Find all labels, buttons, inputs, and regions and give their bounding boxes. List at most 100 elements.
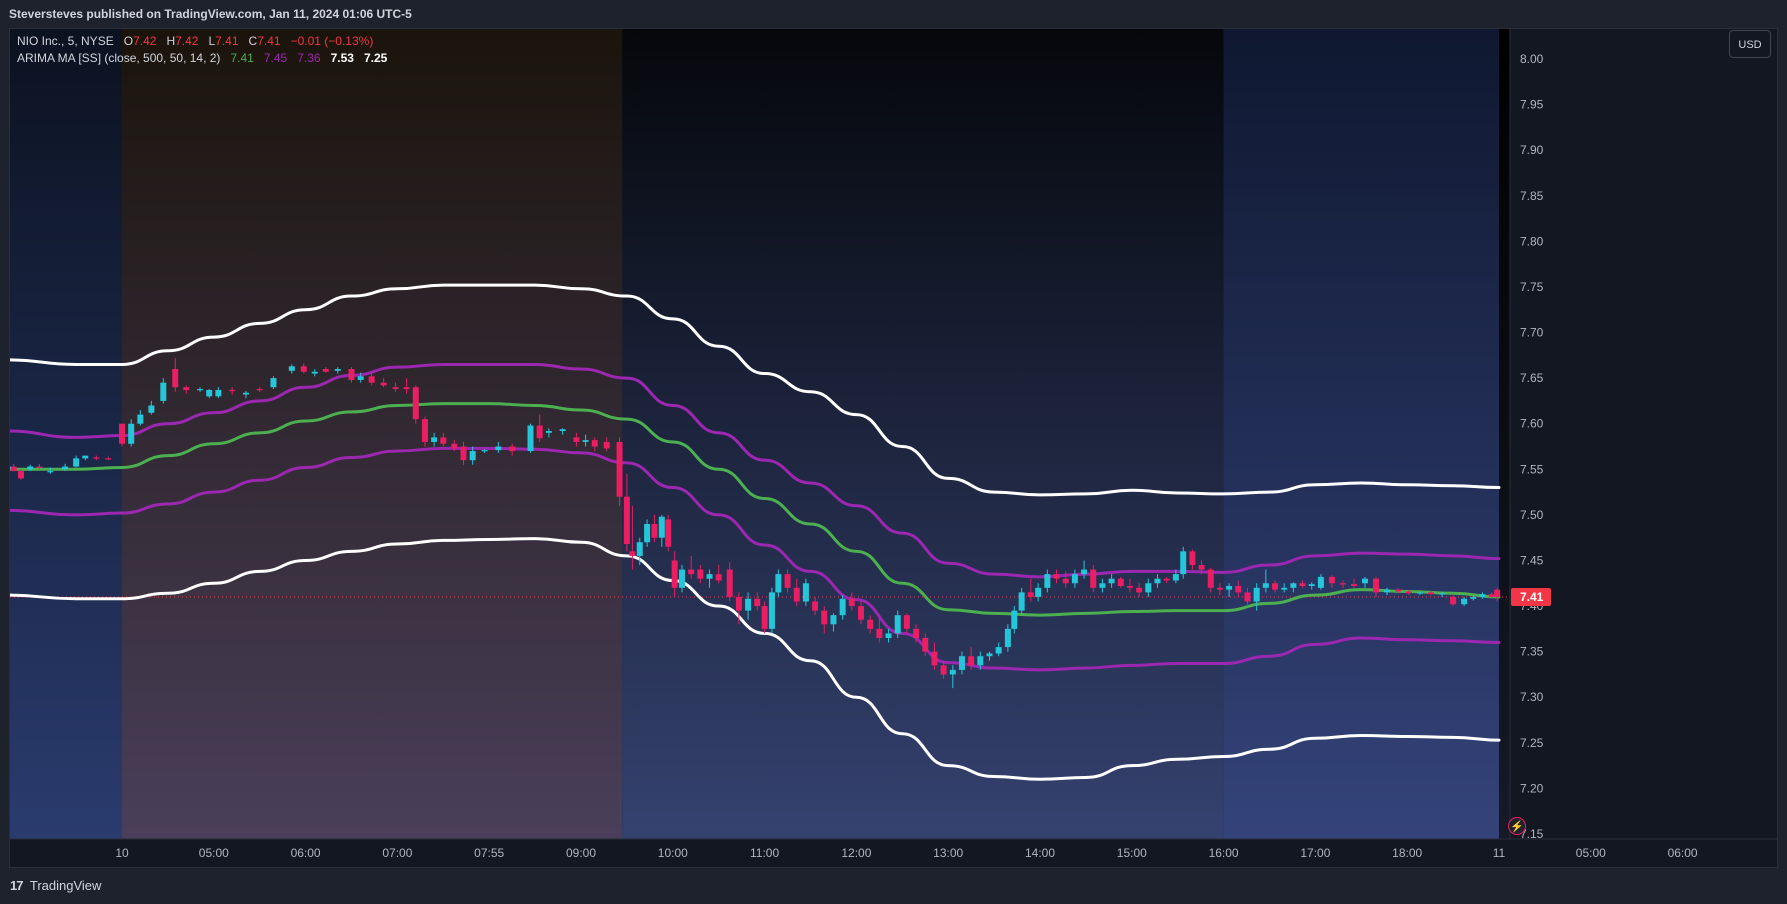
chart-area[interactable]: 8.00 7.95 7.90 7.85 7.80 7.75 7.70 7.65 7.60 7.55… bbox=[9, 28, 1778, 868]
candle bbox=[671, 551, 678, 597]
candle bbox=[1372, 576, 1379, 597]
tradingview-logo-icon[interactable]: 17 bbox=[10, 878, 24, 893]
price-tick-label: 7.75 bbox=[1520, 280, 1544, 294]
candle-body bbox=[651, 524, 658, 538]
candle-body bbox=[931, 651, 938, 666]
candle-body bbox=[380, 382, 387, 386]
series-upper-band-1 bbox=[10, 362, 1501, 579]
candle-body bbox=[876, 628, 883, 638]
candle-body bbox=[62, 466, 69, 470]
candle-body bbox=[977, 656, 984, 666]
candle bbox=[82, 455, 89, 461]
candle bbox=[821, 606, 828, 634]
candle-body bbox=[27, 466, 34, 470]
tradingview-brand[interactable]: TradingView bbox=[29, 878, 102, 893]
candle bbox=[1004, 624, 1011, 652]
candle bbox=[986, 651, 993, 661]
candle-body bbox=[1117, 578, 1124, 586]
candle bbox=[876, 615, 883, 643]
candle bbox=[73, 455, 80, 468]
candle bbox=[47, 467, 54, 474]
candle bbox=[1081, 560, 1088, 579]
candle-body bbox=[1439, 593, 1446, 595]
candle bbox=[1126, 578, 1133, 593]
price-tick-label: 7.90 bbox=[1520, 143, 1544, 157]
candle-body bbox=[812, 601, 819, 611]
candle bbox=[745, 592, 752, 620]
candle-body bbox=[986, 653, 993, 657]
legend-close-value: 7.41 bbox=[257, 34, 281, 48]
candle bbox=[348, 367, 355, 383]
candle-body bbox=[559, 429, 566, 431]
price-axis[interactable]: 8.00 7.95 7.90 7.85 7.80 7.75 7.70 7.65 7.60 7.55… bbox=[1509, 29, 1777, 867]
candle-body bbox=[1018, 592, 1025, 611]
legend-symbol[interactable]: NIO Inc., 5, NYSE bbox=[17, 34, 114, 48]
chart-legend: NIO Inc., 5, NYSE O7.42 H7.42 L7.41 C7.4… bbox=[17, 33, 387, 67]
candle-body bbox=[1308, 584, 1315, 586]
time-tick-label: 10:00 bbox=[658, 846, 688, 860]
candle-body bbox=[1108, 578, 1115, 584]
candle bbox=[242, 390, 249, 399]
currency-button[interactable]: USD bbox=[1729, 30, 1771, 58]
session-backgrounds bbox=[10, 29, 1510, 839]
legend-upper2-value: 7.53 bbox=[330, 51, 354, 65]
candle bbox=[636, 537, 643, 566]
legend-indicator-name[interactable]: ARIMA MA [SS] (close, 500, 50, 14, 2) bbox=[17, 51, 221, 65]
candle bbox=[215, 387, 222, 399]
candle bbox=[10, 463, 17, 472]
candle bbox=[1062, 571, 1069, 588]
time-tick-label: 06:00 bbox=[1668, 846, 1698, 860]
candle-body bbox=[830, 615, 837, 625]
time-axis-bg bbox=[10, 839, 1777, 867]
candle-body bbox=[431, 437, 438, 442]
candle-body bbox=[1090, 569, 1097, 588]
candle-body bbox=[183, 387, 190, 390]
legend-indicator-line: ARIMA MA [SS] (close, 500, 50, 14, 2) 7.… bbox=[17, 50, 387, 67]
time-tick-label: 11:00 bbox=[750, 846, 779, 860]
candle-body bbox=[1253, 587, 1260, 602]
candle-body bbox=[706, 574, 713, 579]
candle bbox=[1044, 569, 1051, 593]
candle-body bbox=[735, 596, 742, 611]
candle-body bbox=[1361, 578, 1368, 584]
candle-body bbox=[148, 405, 155, 413]
candle-body bbox=[839, 598, 846, 616]
candle bbox=[1018, 587, 1025, 616]
chart-svg[interactable]: 8.00 7.95 7.90 7.85 7.80 7.75 7.70 7.65 7.60 7.55… bbox=[10, 29, 1777, 867]
candle-body bbox=[768, 592, 775, 629]
candle-body bbox=[784, 574, 791, 588]
candle bbox=[334, 367, 341, 374]
candle bbox=[761, 601, 768, 634]
candle bbox=[1384, 587, 1391, 596]
candle bbox=[536, 414, 543, 442]
candle bbox=[603, 437, 610, 452]
candle bbox=[616, 437, 623, 506]
candle bbox=[119, 423, 125, 447]
candle-body bbox=[172, 369, 179, 388]
time-axis[interactable]: 10 05:00 06:00 07:00 07:55 09:00 10:00 11:00 12:… bbox=[10, 838, 1777, 867]
price-tick-label: 7.25 bbox=[1520, 736, 1544, 750]
candle bbox=[1350, 578, 1357, 588]
lightning-icon[interactable]: ⚡ bbox=[1508, 817, 1526, 835]
candle-body bbox=[1004, 628, 1011, 648]
candle bbox=[1099, 578, 1106, 593]
candle-body bbox=[591, 440, 598, 447]
candle bbox=[311, 369, 318, 377]
candle bbox=[183, 385, 190, 394]
time-tick-label: 05:00 bbox=[1576, 846, 1606, 860]
candle-body bbox=[1350, 584, 1357, 586]
candle bbox=[1244, 587, 1251, 607]
candle-body bbox=[636, 542, 643, 556]
candle bbox=[1417, 591, 1424, 596]
candle-body bbox=[270, 378, 277, 388]
candle-body bbox=[793, 587, 800, 602]
candle-body bbox=[440, 437, 447, 444]
candle-body bbox=[665, 519, 672, 547]
candle-body bbox=[47, 471, 54, 473]
candle bbox=[582, 434, 589, 447]
candle-body bbox=[412, 387, 419, 420]
candle bbox=[629, 505, 636, 570]
candle-body bbox=[671, 560, 678, 588]
candle bbox=[754, 592, 761, 611]
candle-body bbox=[495, 446, 502, 451]
